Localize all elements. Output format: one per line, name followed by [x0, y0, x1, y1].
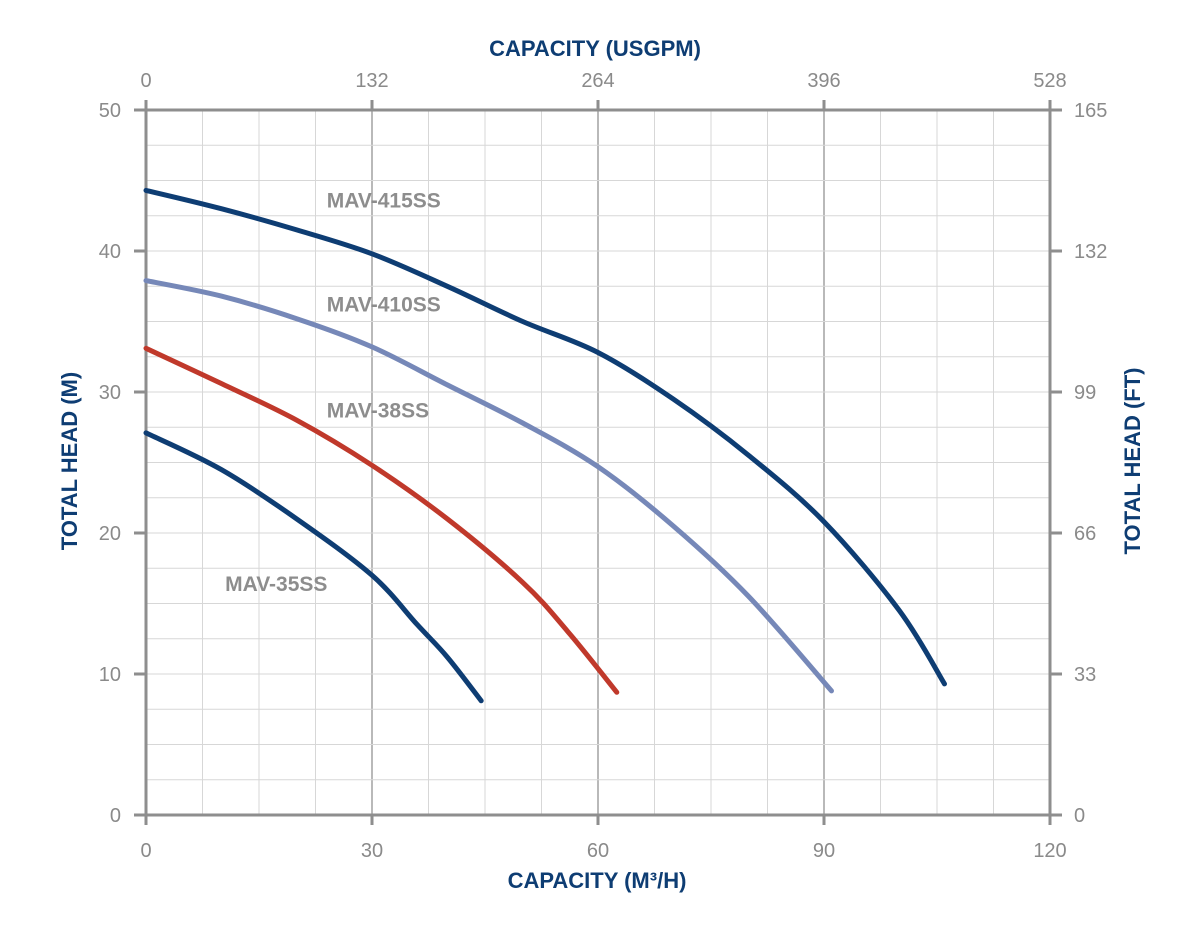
y2-tick-label: 33: [1074, 664, 1096, 686]
x2-tick-label: 396: [807, 70, 840, 92]
y-tick-label: 20: [99, 523, 121, 545]
y2-tick-label: 132: [1074, 241, 1107, 263]
x-tick-label: 90: [813, 840, 835, 862]
series-label-mav-38ss: MAV-38SS: [327, 399, 429, 422]
y-tick-label: 50: [99, 100, 121, 122]
curves: [143, 187, 947, 704]
y2-tick-label: 99: [1074, 382, 1096, 404]
x2-tick-label: 132: [355, 70, 388, 92]
x-tick-label: 0: [140, 840, 151, 862]
y-axis-title: TOTAL HEAD (M): [57, 372, 82, 550]
series-labels: MAV-415SS MAV-410SS MAV-38SS MAV-35SS: [225, 189, 441, 596]
series-label-mav-415ss: MAV-415SS: [327, 189, 441, 212]
x2-tick-label: 264: [581, 70, 614, 92]
curve-mav-415ss: [143, 187, 947, 687]
x2-axis-title: CAPACITY (USGPM): [489, 36, 701, 61]
x-axis-title: CAPACITY (M³/H): [508, 868, 687, 893]
y-tick-label: 30: [99, 382, 121, 404]
y2-tick-label: 165: [1074, 100, 1107, 122]
y-tick-label: 0: [110, 805, 121, 827]
grid: [146, 110, 1050, 815]
x-tick-label: 120: [1033, 840, 1066, 862]
y-tick-label: 40: [99, 241, 121, 263]
series-label-mav-35ss: MAV-35SS: [225, 573, 327, 596]
y2-axis-title: TOTAL HEAD (FT): [1120, 368, 1145, 555]
y2-tick-label: 66: [1074, 523, 1096, 545]
x-tick-label: 60: [587, 840, 609, 862]
x2-tick-label: 0: [140, 70, 151, 92]
tick-labels: 0 30 60 90 120 0 132 264 396 528 0 10 20 30 40 50 0 33 66 9…: [99, 70, 1108, 862]
axis-frame: [134, 100, 1062, 825]
curve-mav-35ss: [143, 430, 484, 704]
curve-mav-410ss: [143, 278, 834, 694]
x2-tick-label: 528: [1033, 70, 1066, 92]
y2-tick-label: 0: [1074, 805, 1085, 827]
curve-mav-38ss: [143, 345, 620, 695]
x-tick-label: 30: [361, 840, 383, 862]
series-label-mav-410ss: MAV-410SS: [327, 294, 441, 317]
y-tick-label: 10: [99, 664, 121, 686]
